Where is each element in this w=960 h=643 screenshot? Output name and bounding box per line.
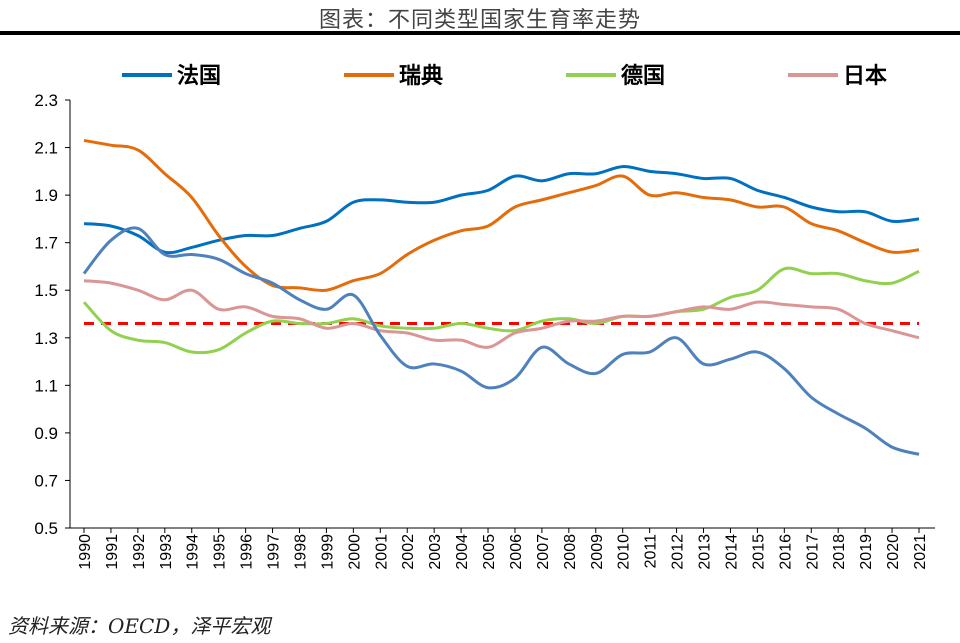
x-tick-label: 1996 xyxy=(239,534,256,570)
chart-title: 图表：不同类型国家生育率走势 xyxy=(318,8,641,33)
x-tick-label: 2009 xyxy=(589,534,606,570)
x-tick-label: 1994 xyxy=(185,534,202,570)
y-tick-label: 2.3 xyxy=(34,91,58,110)
y-tick-label: 1.7 xyxy=(34,234,58,253)
x-tick-label: 2011 xyxy=(643,534,660,569)
x-tick-label: 2007 xyxy=(535,534,552,570)
y-tick-label: 0.5 xyxy=(34,519,58,538)
series-line-2 xyxy=(82,266,920,355)
x-tick-label: 2017 xyxy=(804,534,821,570)
x-tick-label: 2012 xyxy=(670,534,687,570)
series-line-1 xyxy=(83,138,920,292)
x-tick-label: 1997 xyxy=(266,534,283,570)
legend-label-1: 瑞典 xyxy=(399,64,443,89)
y-tick-label: 1.9 xyxy=(34,186,58,205)
title-divider xyxy=(0,31,960,35)
x-tick-label: 1990 xyxy=(77,534,94,570)
x-tick-label: 1995 xyxy=(212,534,229,570)
x-tick-label: 2018 xyxy=(831,534,848,570)
x-tick-label: 2000 xyxy=(346,534,363,570)
x-tick-label: 2021 xyxy=(912,534,929,570)
x-tick-label: 2013 xyxy=(697,534,714,570)
y-tick-label: 1.1 xyxy=(34,376,58,395)
source-note: 资料来源：OECD，泽平宏观 xyxy=(8,614,271,638)
x-tick-label: 2015 xyxy=(750,534,767,570)
x-tick-label: 2006 xyxy=(508,534,525,570)
x-tick-label: 2008 xyxy=(562,534,579,570)
y-tick-label: 1.3 xyxy=(34,329,58,348)
x-tick-label: 1998 xyxy=(292,534,309,570)
y-tick-label: 2.1 xyxy=(34,139,58,158)
legend-label-3: 日本 xyxy=(843,64,887,89)
y-tick-label: 1.5 xyxy=(34,281,58,300)
x-tick-label: 1993 xyxy=(158,534,175,570)
x-tick-label: 2010 xyxy=(616,534,633,570)
legend-label-2: 德国 xyxy=(621,63,665,89)
x-tick-label: 2005 xyxy=(481,534,498,570)
x-tick-label: 1991 xyxy=(104,534,121,570)
x-tick-label: 2004 xyxy=(454,534,471,570)
series-line-4 xyxy=(82,226,920,456)
x-tick-label: 1992 xyxy=(131,534,148,570)
y-tick-label: 0.9 xyxy=(34,424,58,443)
y-tick-label: 0.7 xyxy=(34,471,58,490)
series-line-0 xyxy=(83,165,920,255)
x-tick-label: 2019 xyxy=(858,534,875,570)
x-tick-label: 2001 xyxy=(373,534,390,570)
x-tick-label: 2016 xyxy=(777,534,794,570)
series-line-3 xyxy=(83,279,920,349)
legend-label-0: 法国 xyxy=(177,64,221,89)
x-tick-label: 2014 xyxy=(723,534,740,570)
x-tick-label: 2002 xyxy=(400,534,417,570)
x-tick-label: 2003 xyxy=(427,534,444,570)
x-tick-label: 1999 xyxy=(319,534,336,570)
x-tick-label: 2020 xyxy=(885,534,902,570)
